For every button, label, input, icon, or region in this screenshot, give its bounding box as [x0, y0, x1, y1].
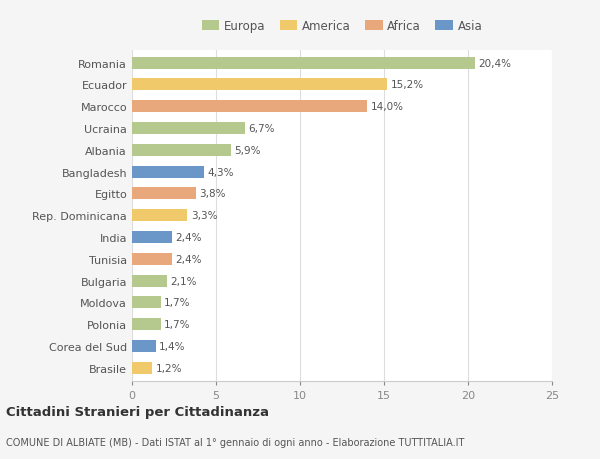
Text: 1,7%: 1,7%: [164, 298, 190, 308]
Bar: [132, 210, 187, 222]
Text: 1,4%: 1,4%: [159, 341, 185, 351]
Bar: [132, 253, 172, 265]
Text: 4,3%: 4,3%: [208, 167, 234, 177]
Text: 2,1%: 2,1%: [170, 276, 197, 286]
Bar: [132, 101, 367, 113]
Text: 6,7%: 6,7%: [248, 124, 274, 134]
Bar: [132, 79, 388, 91]
Text: 1,2%: 1,2%: [155, 363, 182, 373]
Bar: [132, 340, 155, 352]
Bar: [132, 145, 231, 157]
Bar: [132, 231, 172, 243]
Text: 1,7%: 1,7%: [164, 319, 190, 330]
Text: 2,4%: 2,4%: [176, 254, 202, 264]
Bar: [132, 123, 245, 135]
Bar: [132, 362, 152, 374]
Text: 5,9%: 5,9%: [235, 146, 261, 156]
Text: 2,4%: 2,4%: [176, 232, 202, 242]
Bar: [132, 188, 196, 200]
Text: 15,2%: 15,2%: [391, 80, 424, 90]
Text: Cittadini Stranieri per Cittadinanza: Cittadini Stranieri per Cittadinanza: [6, 405, 269, 419]
Bar: [132, 275, 167, 287]
Bar: [132, 319, 161, 330]
Text: 3,8%: 3,8%: [199, 189, 226, 199]
Bar: [132, 297, 161, 308]
Bar: [132, 166, 204, 178]
Text: 20,4%: 20,4%: [478, 59, 511, 68]
Text: 3,3%: 3,3%: [191, 211, 217, 221]
Bar: [132, 57, 475, 69]
Text: COMUNE DI ALBIATE (MB) - Dati ISTAT al 1° gennaio di ogni anno - Elaborazione TU: COMUNE DI ALBIATE (MB) - Dati ISTAT al 1…: [6, 437, 464, 447]
Text: 14,0%: 14,0%: [371, 102, 404, 112]
Legend: Europa, America, Africa, Asia: Europa, America, Africa, Asia: [197, 16, 487, 38]
